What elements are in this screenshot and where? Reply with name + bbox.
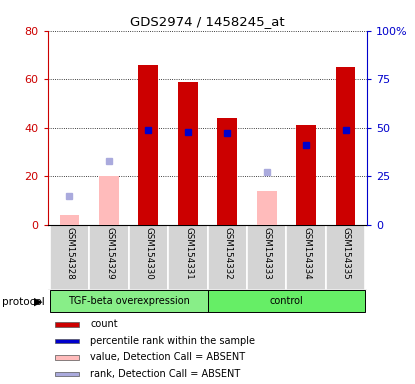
Text: GSM154334: GSM154334 [303,227,311,280]
Text: value, Detection Call = ABSENT: value, Detection Call = ABSENT [90,353,245,362]
Bar [208,225,247,290]
Text: GSM154335: GSM154335 [342,227,351,280]
Text: control: control [269,296,303,306]
Text: GSM154333: GSM154333 [263,227,272,280]
Bar [139,65,158,225]
Bar [326,225,365,290]
Text: GSM154331: GSM154331 [184,227,193,280]
Bar [217,118,237,225]
Bar [55,372,80,376]
Bar [55,339,80,343]
Bar [50,225,89,290]
Text: count: count [90,319,118,329]
Bar [286,225,326,290]
Text: GSM154330: GSM154330 [144,227,154,280]
Text: TGF-beta overexpression: TGF-beta overexpression [68,296,190,306]
Bar [89,225,129,290]
Text: ▶: ▶ [34,297,42,307]
Bar [129,225,168,290]
Bar [50,290,208,313]
Text: GSM154329: GSM154329 [105,227,114,280]
Bar [247,225,286,290]
Bar [208,290,365,313]
Bar [296,125,316,225]
Bar [55,355,80,359]
Bar [55,322,80,327]
Text: percentile rank within the sample: percentile rank within the sample [90,336,255,346]
Title: GDS2974 / 1458245_at: GDS2974 / 1458245_at [130,15,285,28]
Bar [336,67,355,225]
Text: GSM154332: GSM154332 [224,227,232,280]
Text: GSM154328: GSM154328 [66,227,75,280]
Text: protocol: protocol [2,297,45,307]
Bar [60,215,79,225]
Bar [168,225,208,290]
Bar [178,82,198,225]
Bar [99,176,119,225]
Bar [257,191,276,225]
Text: rank, Detection Call = ABSENT: rank, Detection Call = ABSENT [90,369,240,379]
